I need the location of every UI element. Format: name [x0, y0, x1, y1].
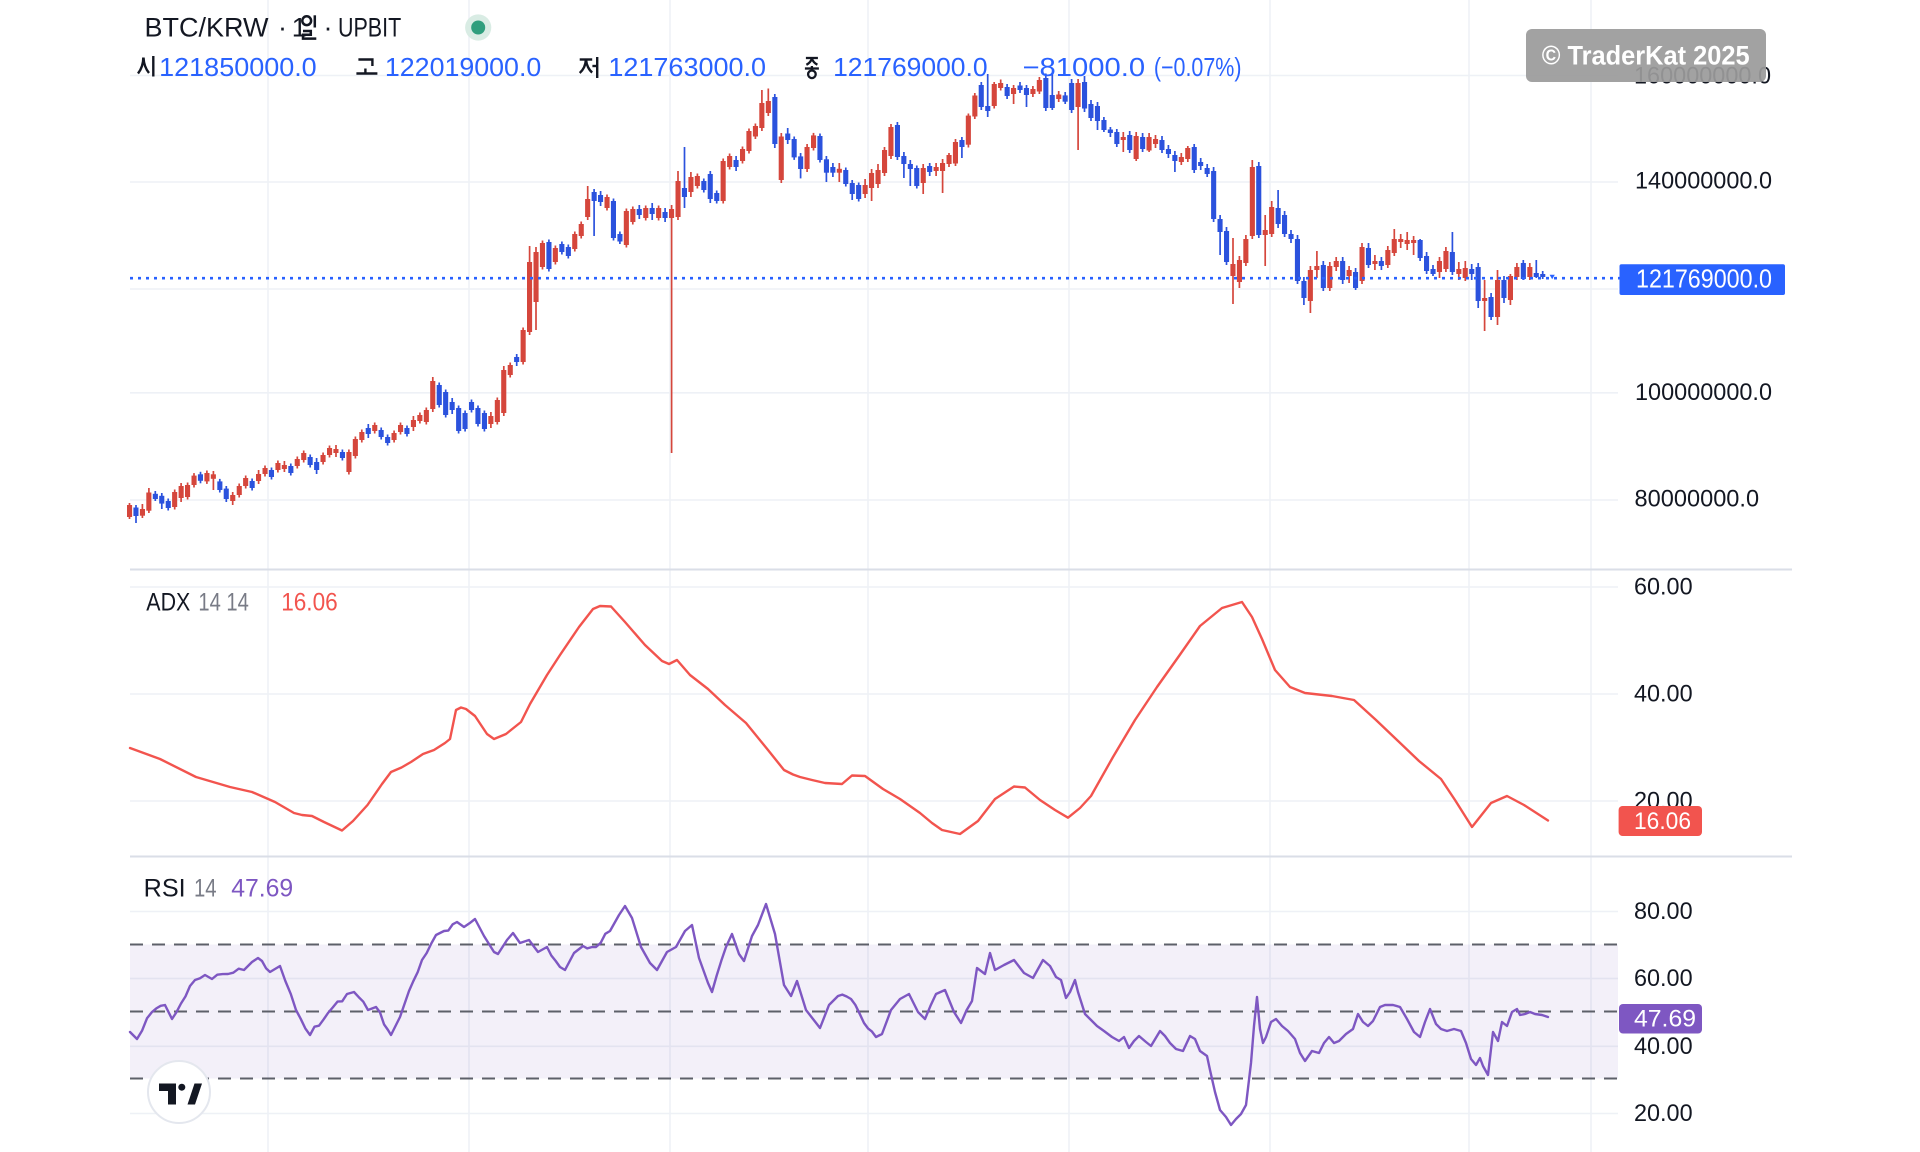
- svg-text:20.00: 20.00: [1634, 1100, 1693, 1127]
- svg-text:RSI: RSI: [144, 875, 186, 903]
- svg-text:BTC/KRW: BTC/KRW: [145, 12, 270, 42]
- svg-text:14 14: 14 14: [198, 589, 248, 617]
- svg-text:60.00: 60.00: [1634, 965, 1693, 992]
- svg-text:47.69: 47.69: [231, 875, 293, 903]
- svg-text:40.00: 40.00: [1634, 681, 1693, 708]
- svg-text:14: 14: [194, 875, 217, 903]
- svg-text:16.06: 16.06: [1634, 808, 1691, 835]
- svg-text:·: ·: [324, 12, 333, 42]
- svg-text:47.69: 47.69: [1634, 1006, 1696, 1033]
- svg-text:60.00: 60.00: [1634, 574, 1693, 601]
- svg-text:(−0.07%): (−0.07%): [1154, 52, 1242, 82]
- svg-text:ADX: ADX: [146, 589, 190, 617]
- svg-text:·: ·: [278, 12, 287, 42]
- svg-text:© TraderKat 2025: © TraderKat 2025: [1542, 41, 1750, 71]
- svg-text:UPBIT: UPBIT: [338, 12, 401, 42]
- svg-text:16.06: 16.06: [281, 589, 338, 617]
- svg-text:−81000.0: −81000.0: [1023, 52, 1146, 82]
- svg-text:40.00: 40.00: [1634, 1033, 1693, 1060]
- svg-text:121850000.0: 121850000.0: [159, 52, 317, 82]
- svg-text:100000000.0: 100000000.0: [1635, 379, 1772, 406]
- svg-text:122019000.0: 122019000.0: [385, 52, 541, 82]
- svg-text:121769000.0: 121769000.0: [833, 52, 988, 82]
- svg-text:140000000.0: 140000000.0: [1635, 168, 1772, 195]
- svg-text:80000000.0: 80000000.0: [1635, 486, 1760, 513]
- svg-text:121763000.0: 121763000.0: [608, 52, 766, 82]
- svg-text:121769000.0: 121769000.0: [1636, 266, 1772, 294]
- svg-text:80.00: 80.00: [1634, 898, 1693, 925]
